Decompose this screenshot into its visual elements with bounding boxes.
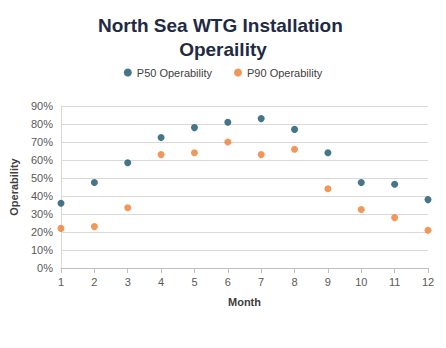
- svg-text:60%: 60%: [31, 154, 53, 166]
- svg-text:1: 1: [58, 276, 64, 288]
- svg-text:P90 Operability: P90 Operability: [247, 67, 323, 79]
- svg-text:0%: 0%: [37, 262, 53, 274]
- svg-text:30%: 30%: [31, 208, 53, 220]
- svg-text:10: 10: [355, 276, 367, 288]
- svg-text:P50 Operability: P50 Operability: [137, 67, 213, 79]
- svg-text:90%: 90%: [31, 100, 53, 112]
- svg-text:6: 6: [225, 276, 231, 288]
- svg-text:7: 7: [258, 276, 264, 288]
- svg-text:10%: 10%: [31, 244, 53, 256]
- svg-text:50%: 50%: [31, 172, 53, 184]
- svg-text:40%: 40%: [31, 190, 53, 202]
- svg-text:North Sea WTG Installation: North Sea WTG Installation: [98, 15, 348, 36]
- svg-text:Month: Month: [228, 296, 261, 308]
- svg-text:Operaility: Operaility: [179, 39, 267, 60]
- svg-text:9: 9: [325, 276, 331, 288]
- svg-text:8: 8: [291, 276, 297, 288]
- svg-text:3: 3: [125, 276, 131, 288]
- svg-text:5: 5: [191, 276, 197, 288]
- svg-text:11: 11: [389, 276, 400, 288]
- svg-text:2: 2: [91, 276, 97, 288]
- svg-text:70%: 70%: [31, 136, 53, 148]
- svg-text:4: 4: [158, 276, 164, 288]
- svg-text:Operability: Operability: [8, 157, 20, 215]
- svg-text:80%: 80%: [31, 118, 53, 130]
- svg-text:12: 12: [422, 276, 434, 288]
- svg-text:20%: 20%: [31, 226, 53, 238]
